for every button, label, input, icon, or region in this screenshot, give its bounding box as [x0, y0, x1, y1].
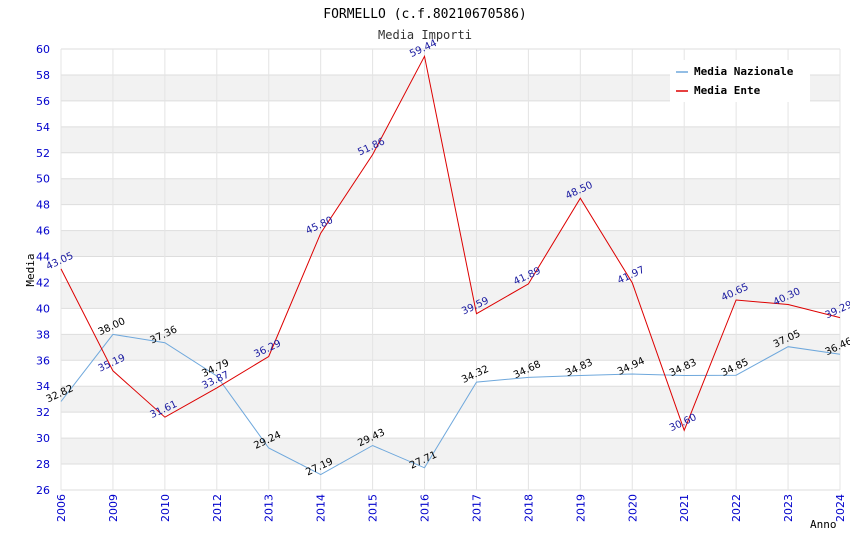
- y-tick-label: 34: [36, 380, 50, 393]
- legend-box: [670, 60, 810, 102]
- grid-band: [61, 230, 840, 257]
- y-tick-label: 44: [36, 251, 50, 264]
- y-tick-label: 48: [36, 199, 50, 212]
- grid-band: [61, 386, 840, 413]
- x-tick-label: 2023: [782, 494, 795, 522]
- y-tick-labels: 26 28 30 32 34 36 38 40 42 44 46 48 50 52 54 56 58 60: [36, 43, 50, 497]
- y-tick-label: 42: [36, 276, 50, 289]
- grid-lines: [60, 48, 841, 491]
- x-tick-label: 2017: [470, 494, 483, 522]
- legend-label-media-nazionale: Media Nazionale: [694, 65, 794, 78]
- y-tick-label: 52: [36, 147, 50, 160]
- y-tick-label: 36: [36, 354, 50, 367]
- x-tick-label: 2018: [522, 494, 535, 522]
- x-tick-label: 2016: [419, 494, 432, 522]
- y-tick-label: 40: [36, 302, 50, 315]
- y-tick-label: 26: [36, 484, 50, 497]
- chart-subtitle: Media Importi: [378, 28, 472, 42]
- chart-title: FORMELLO (c.f.80210670586): [323, 7, 527, 22]
- x-tick-label: 2010: [159, 494, 172, 522]
- legend-label-media-ente: Media Ente: [694, 84, 761, 97]
- x-tick-label: 2019: [574, 494, 587, 522]
- grid-band: [61, 282, 840, 309]
- x-tick-label: 2021: [678, 494, 691, 522]
- y-tick-label: 54: [36, 121, 50, 134]
- y-tick-label: 58: [36, 69, 50, 82]
- y-tick-label: 32: [36, 406, 50, 419]
- x-tick-label: 2006: [55, 494, 68, 522]
- y-tick-label: 56: [36, 95, 50, 108]
- grid-band: [61, 438, 840, 465]
- y-tick-label: 60: [36, 43, 50, 56]
- x-tick-label: 2022: [730, 494, 743, 522]
- series-line-media-nazionale: [60, 333, 841, 476]
- data-label: 30.60: [668, 412, 699, 434]
- y-tick-label: 46: [36, 225, 50, 238]
- y-tick-label: 50: [36, 173, 50, 186]
- x-tick-label: 2013: [263, 494, 276, 522]
- x-tick-label: 2024: [834, 494, 847, 522]
- grid-bands: [61, 74, 840, 465]
- grid-band: [61, 126, 840, 153]
- x-tick-label: 2014: [315, 494, 328, 522]
- y-tick-label: 28: [36, 458, 50, 471]
- x-axis-label: Anno: [810, 518, 837, 531]
- x-tick-label: 2015: [367, 494, 380, 522]
- series-lines: [60, 54, 841, 476]
- legend: Media Nazionale Media Ente: [670, 60, 810, 102]
- y-tick-label: 38: [36, 328, 50, 341]
- y-tick-label: 30: [36, 432, 50, 445]
- x-tick-label: 2009: [107, 494, 120, 522]
- x-tick-label: 2020: [626, 494, 639, 522]
- series-line-media-ente: [60, 54, 841, 432]
- grid-band: [61, 334, 840, 361]
- x-tick-label: 2012: [211, 494, 224, 522]
- data-label: 34.32: [460, 364, 491, 386]
- x-tick-labels: 2006 2009 2010 2012 2013 2014 2015 2016 2017 2018…: [55, 494, 847, 522]
- y-axis-label: Media: [24, 253, 37, 286]
